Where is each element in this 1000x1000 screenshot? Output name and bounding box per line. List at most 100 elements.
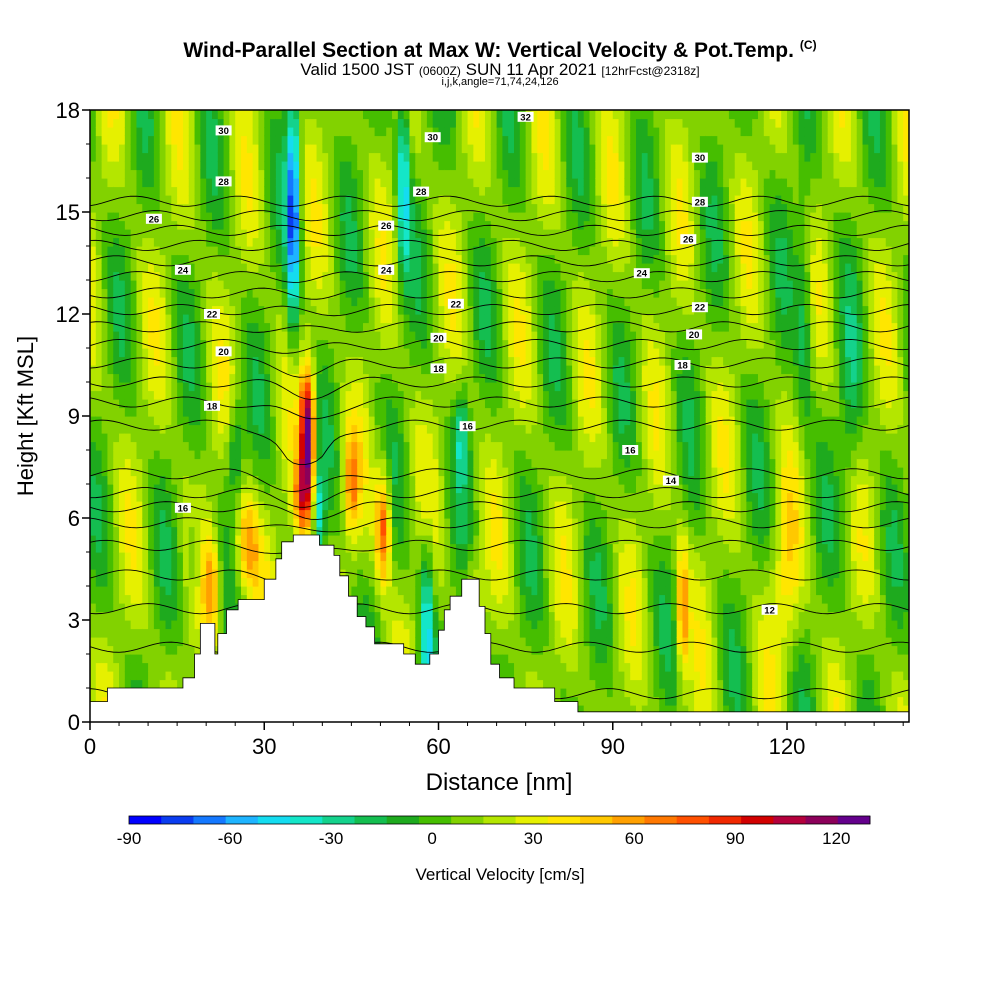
velocity-cell [351, 348, 358, 358]
velocity-cell [142, 492, 149, 502]
velocity-cell [171, 297, 178, 307]
velocity-cell [432, 620, 440, 630]
velocity-cell [351, 331, 358, 341]
velocity-cell [328, 135, 335, 145]
velocity-cell [299, 424, 306, 434]
velocity-cell [363, 195, 370, 205]
velocity-cell [101, 322, 109, 332]
velocity-cell [188, 322, 196, 332]
velocity-cell [380, 424, 387, 434]
velocity-cell [188, 620, 196, 630]
velocity-cell [426, 628, 434, 638]
velocity-cell [171, 467, 178, 477]
velocity-cell [211, 331, 219, 341]
velocity-cell [426, 348, 434, 358]
velocity-cell [159, 220, 167, 230]
velocity-cell [421, 535, 428, 545]
velocity-cell [217, 611, 225, 621]
velocity-cell [142, 271, 149, 281]
velocity-cell [316, 305, 323, 315]
velocity-cell [142, 356, 149, 366]
velocity-cell [229, 603, 236, 613]
velocity-cell [322, 118, 329, 128]
velocity-cell [171, 450, 178, 460]
velocity-cell [159, 322, 167, 332]
velocity-cell [421, 305, 428, 315]
velocity-cell [450, 237, 457, 247]
velocity-cell [182, 373, 190, 383]
velocity-cell [165, 203, 172, 213]
velocity-cell [310, 271, 318, 281]
velocity-cell [426, 161, 434, 171]
velocity-cell [479, 297, 486, 307]
velocity-cell [461, 390, 469, 400]
velocity-cell [142, 467, 149, 477]
velocity-cell [165, 654, 172, 664]
velocity-cell [136, 475, 143, 485]
velocity-cell [490, 543, 498, 553]
velocity-cell [211, 178, 219, 188]
velocity-cell [182, 314, 190, 324]
velocity-cell [188, 628, 196, 638]
velocity-cell [258, 271, 265, 281]
velocity-cell [386, 628, 393, 638]
velocity-cell [450, 339, 457, 349]
velocity-cell [304, 135, 312, 145]
velocity-cell [124, 373, 132, 383]
velocity-cell [299, 288, 306, 298]
velocity-cell [206, 441, 213, 451]
velocity-cell [165, 382, 172, 392]
velocity-cell [328, 305, 335, 315]
velocity-cell [455, 543, 463, 553]
velocity-cell [368, 441, 376, 451]
velocity-cell [328, 186, 335, 196]
velocity-cell [333, 229, 341, 239]
velocity-cell [246, 144, 254, 154]
velocity-cell [270, 373, 277, 383]
velocity-cell [310, 195, 318, 205]
velocity-cell [229, 543, 236, 553]
velocity-cell [363, 152, 370, 162]
velocity-cell [363, 390, 370, 400]
velocity-cell [217, 535, 225, 545]
velocity-cell [217, 594, 225, 604]
velocity-cell [386, 195, 393, 205]
velocity-cell [264, 552, 271, 562]
velocity-cell [107, 458, 114, 468]
velocity-cell [333, 246, 341, 256]
velocity-cell [241, 203, 248, 213]
velocity-cell [107, 135, 114, 145]
velocity-cell [345, 526, 352, 536]
velocity-cell [287, 365, 294, 375]
velocity-cell [130, 594, 138, 604]
velocity-cell [479, 195, 486, 205]
velocity-cell [281, 501, 289, 511]
velocity-cell [95, 297, 103, 307]
velocity-cell [299, 305, 306, 315]
velocity-cell [484, 620, 492, 630]
velocity-cell [188, 560, 196, 570]
velocity-cell [188, 535, 196, 545]
velocity-cell [450, 356, 457, 366]
velocity-cell [444, 492, 451, 502]
velocity-cell [246, 399, 254, 409]
velocity-cell [421, 297, 428, 307]
velocity-cell [368, 280, 376, 290]
velocity-cell [392, 152, 399, 162]
velocity-cell [479, 110, 486, 120]
velocity-cell [107, 586, 114, 596]
velocity-cell [188, 467, 196, 477]
velocity-cell [165, 552, 172, 562]
velocity-cell [246, 195, 254, 205]
velocity-cell [241, 552, 248, 562]
velocity-cell [188, 365, 196, 375]
velocity-cell [246, 390, 254, 400]
velocity-cell [165, 662, 172, 672]
velocity-cell [386, 246, 393, 256]
velocity-cell [461, 569, 469, 579]
velocity-cell [386, 144, 393, 154]
velocity-cell [293, 382, 300, 392]
velocity-cell [165, 586, 172, 596]
velocity-cell [90, 407, 97, 417]
velocity-cell [357, 118, 364, 128]
